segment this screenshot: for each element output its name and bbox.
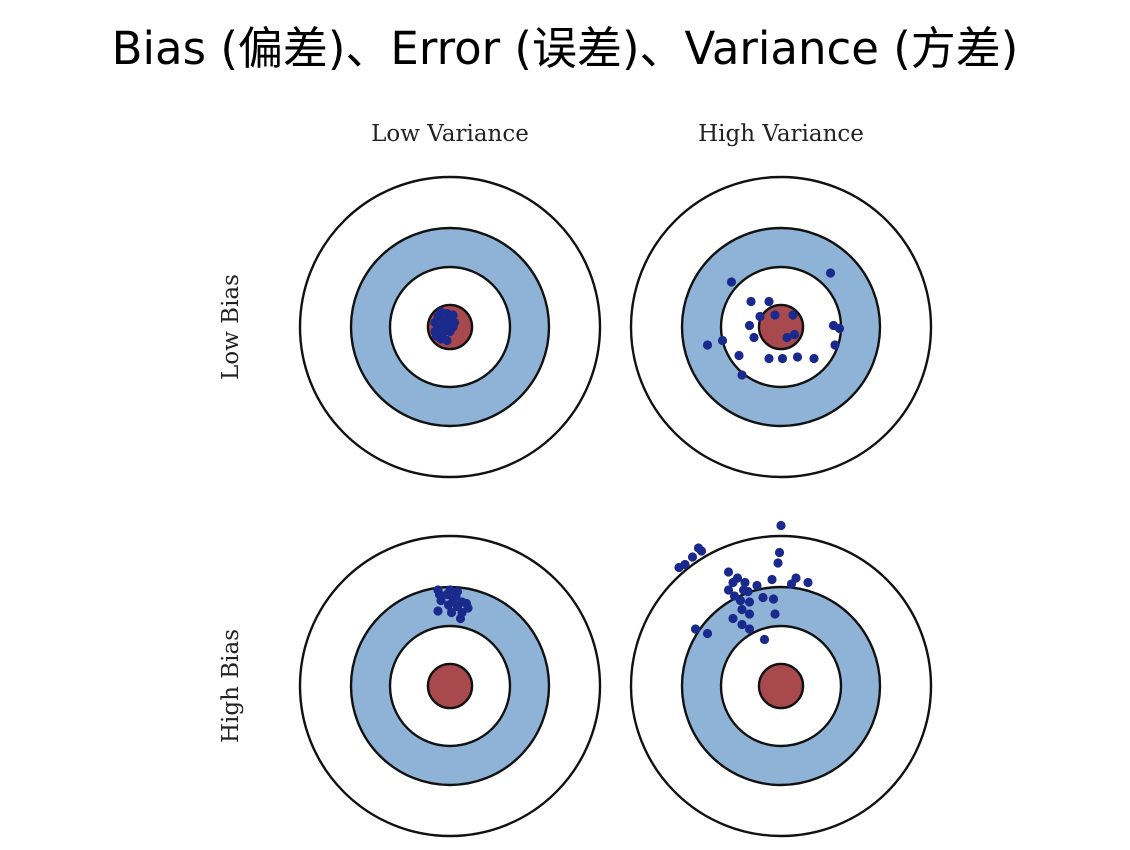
data-point xyxy=(770,609,780,619)
data-point xyxy=(764,296,774,307)
data-point xyxy=(825,268,836,278)
data-point xyxy=(749,332,759,343)
data-point xyxy=(726,277,737,287)
data-point xyxy=(442,589,452,600)
data-point xyxy=(746,296,756,307)
data-point xyxy=(782,332,792,343)
data-point xyxy=(789,329,800,340)
data-point xyxy=(803,577,813,588)
data-point xyxy=(788,310,798,320)
data-point xyxy=(759,634,770,645)
data-point xyxy=(735,595,746,606)
data-point xyxy=(758,592,768,603)
data-point xyxy=(809,353,819,364)
data-point xyxy=(723,585,734,595)
data-point xyxy=(830,340,840,350)
bullseye xyxy=(426,662,474,710)
data-point xyxy=(777,353,788,364)
data-point xyxy=(786,579,797,589)
data-point xyxy=(792,352,803,362)
data-point xyxy=(455,613,466,624)
data-point xyxy=(767,574,777,585)
row-label-low-bias: Low Bias xyxy=(218,274,244,380)
data-point xyxy=(446,607,457,618)
target-high-bias-high-variance xyxy=(629,520,933,838)
data-point xyxy=(737,604,747,615)
data-point xyxy=(770,310,780,320)
data-point xyxy=(752,580,762,591)
data-point xyxy=(774,547,785,558)
target-low-bias-high-variance xyxy=(629,175,933,479)
bullseye xyxy=(757,662,805,710)
data-point xyxy=(445,326,455,337)
data-point xyxy=(442,335,452,346)
data-point xyxy=(740,577,750,588)
data-point xyxy=(436,595,446,606)
data-point xyxy=(755,311,765,322)
data-point xyxy=(776,520,786,531)
data-point xyxy=(768,594,779,604)
data-point xyxy=(737,619,747,630)
data-point xyxy=(744,624,755,634)
data-point xyxy=(433,606,443,616)
column-label-low-variance: Low Variance xyxy=(371,121,529,147)
data-point xyxy=(723,567,734,577)
data-point xyxy=(737,370,747,380)
data-point xyxy=(443,600,454,610)
slide-title: Bias (偏差)、Error (误差)、Variance (方差) xyxy=(111,22,1019,75)
data-point xyxy=(690,624,701,634)
bullseye xyxy=(757,303,805,351)
data-point xyxy=(743,586,753,597)
data-point xyxy=(702,628,713,639)
data-point xyxy=(764,353,774,364)
data-point xyxy=(834,323,845,334)
data-point xyxy=(728,613,738,624)
target-high-bias-low-variance xyxy=(298,534,602,838)
targets-group xyxy=(298,175,933,838)
data-point xyxy=(734,350,744,361)
column-label-high-variance: High Variance xyxy=(698,121,864,147)
data-point xyxy=(717,335,728,346)
data-point xyxy=(728,577,738,588)
data-point xyxy=(674,562,684,573)
data-point xyxy=(702,340,713,350)
target-low-bias-low-variance xyxy=(298,175,602,479)
data-point xyxy=(687,552,698,562)
data-point xyxy=(773,558,783,568)
data-point xyxy=(693,543,704,553)
row-label-high-bias: High Bias xyxy=(218,629,244,743)
data-point xyxy=(744,320,755,331)
data-point xyxy=(431,331,442,341)
data-point xyxy=(744,609,755,619)
data-point xyxy=(744,597,755,607)
